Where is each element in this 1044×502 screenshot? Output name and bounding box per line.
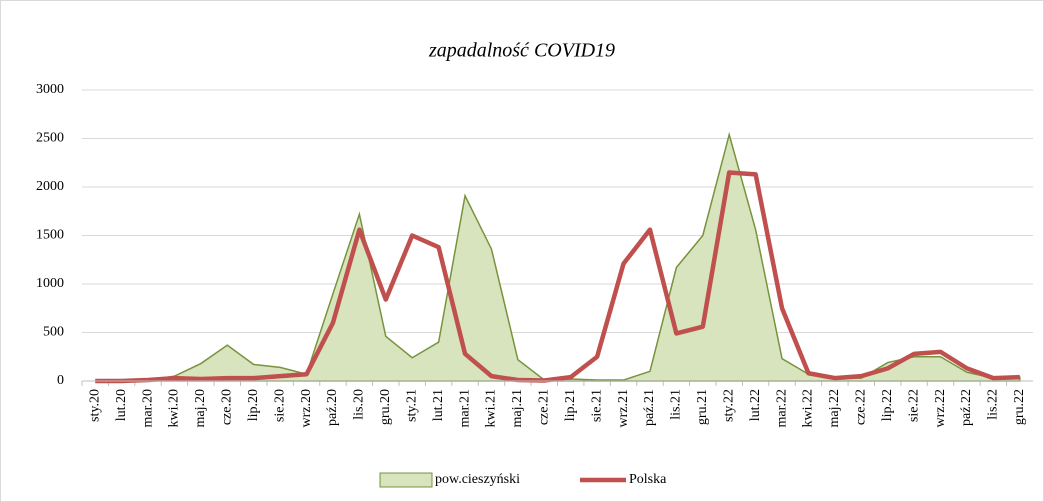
x-tick-label: maj.21 xyxy=(510,389,525,428)
x-tick-label: cze.21 xyxy=(537,389,552,425)
y-tick-label: 2500 xyxy=(36,131,64,146)
x-tick-label: kwi.22 xyxy=(801,389,816,428)
y-tick-label: 500 xyxy=(43,325,64,340)
x-tick-label: lis.22 xyxy=(986,389,1001,420)
legend-swatch xyxy=(379,472,433,488)
x-tick-label: mar.22 xyxy=(774,389,789,428)
x-tick-label: mar.21 xyxy=(457,389,472,428)
y-tick-label: 2000 xyxy=(36,179,64,194)
x-tick-label: cze.22 xyxy=(854,389,869,425)
x-tick-label: kwi.20 xyxy=(167,389,182,428)
y-tick-label: 3000 xyxy=(36,82,64,97)
chart-title: zapadalność COVID19 xyxy=(428,40,615,62)
x-tick-label: sie.21 xyxy=(589,389,604,422)
x-tick-label: paź.20 xyxy=(325,389,340,426)
legend-label: Polska xyxy=(629,472,667,487)
x-tick-label: lut.21 xyxy=(431,389,446,421)
x-tick-label: lut.20 xyxy=(114,389,129,421)
x-tick-label: maj.22 xyxy=(827,389,842,428)
x-tick-label: wrz.22 xyxy=(933,389,948,428)
y-tick-label: 0 xyxy=(57,373,64,388)
x-tick-label: paź.22 xyxy=(959,389,974,426)
x-tick-label: sie.22 xyxy=(906,389,921,422)
x-tick-label: lip.22 xyxy=(880,389,895,421)
x-tick-label: cze.20 xyxy=(220,389,235,425)
x-tick-label: wrz.20 xyxy=(299,389,314,428)
x-tick-label: wrz.21 xyxy=(616,389,631,428)
x-tick-label: sie.20 xyxy=(272,389,287,422)
x-tick-label: paź.21 xyxy=(642,389,657,426)
y-tick-label: 1500 xyxy=(36,228,64,243)
y-tick-label: 1000 xyxy=(36,276,64,291)
x-tick-label: maj.20 xyxy=(193,389,208,428)
x-tick-label: lut.22 xyxy=(748,389,763,421)
legend-label: pow.cieszyński xyxy=(435,472,520,487)
x-tick-label: mar.20 xyxy=(140,389,155,428)
x-tick-label: lip.21 xyxy=(563,389,578,421)
x-tick-label: gru.22 xyxy=(1012,389,1027,425)
x-tick-label: lis.21 xyxy=(669,389,684,420)
x-tick-label: gru.21 xyxy=(695,389,710,425)
x-tick-label: sty.22 xyxy=(721,389,736,422)
x-tick-label: gru.20 xyxy=(378,389,393,425)
x-tick-label: sty.21 xyxy=(404,389,419,422)
x-tick-label: kwi.21 xyxy=(484,389,499,428)
x-tick-label: sty.20 xyxy=(87,389,102,422)
x-tick-label: lis.20 xyxy=(352,389,367,420)
line xyxy=(95,170,1020,384)
x-tick-label: lip.20 xyxy=(246,389,261,421)
